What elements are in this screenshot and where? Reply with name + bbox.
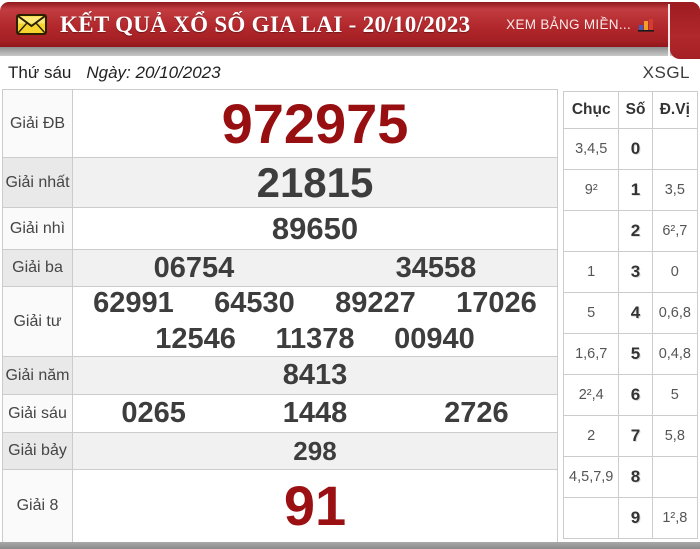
prize-label: Giải bảy bbox=[2, 432, 73, 470]
prize-label: Giải ĐB bbox=[2, 89, 73, 158]
digit-cell-chuc bbox=[562, 210, 620, 252]
digit-cell-so: 6 bbox=[618, 374, 653, 416]
prize-label: Giải nhì bbox=[2, 207, 73, 250]
digit-row: 5 4 0,6,8 bbox=[562, 292, 699, 334]
page-title: KẾT QUẢ XỔ SỐ GIA LAI - 20/10/2023 bbox=[60, 11, 471, 37]
digit-cell-chuc bbox=[562, 497, 620, 539]
station-code: XSGL bbox=[642, 62, 690, 82]
prize-row-tu: Giải tư 62991 64530 89227 17026 12546 11… bbox=[2, 286, 558, 357]
prize-row-ba: Giải ba 06754 34558 bbox=[2, 249, 558, 287]
digit-cell-dvi bbox=[651, 456, 699, 498]
prize-value: 8413 bbox=[282, 359, 348, 391]
prize-label: Giải tư bbox=[2, 286, 73, 357]
digit-cell-so: 5 bbox=[618, 333, 653, 375]
prize-label: Giải nhất bbox=[2, 157, 73, 208]
digit-header-row: Chục Số Đ.Vị bbox=[562, 91, 699, 129]
digit-cell-dvi bbox=[651, 128, 699, 170]
prize-row-nhi: Giải nhì 89650 bbox=[2, 207, 558, 250]
digit-cell-dvi: 0,6,8 bbox=[651, 292, 699, 334]
digit-cell-dvi: 1²,8 bbox=[651, 497, 699, 539]
header-divider bbox=[668, 4, 670, 58]
weekday-label: Thứ sáu bbox=[8, 62, 72, 82]
digit-cell-so: 0 bbox=[618, 128, 653, 170]
prize-value: 06754 bbox=[153, 251, 235, 284]
digit-row: 2 6²,7 bbox=[562, 210, 699, 252]
prize-row-db: Giải ĐB 972975 bbox=[2, 89, 558, 158]
digit-row: 9² 1 3,5 bbox=[562, 169, 699, 211]
prize-value-special: 91 bbox=[283, 474, 347, 537]
bar-chart-icon bbox=[638, 18, 654, 32]
digit-header-chuc: Chục bbox=[562, 91, 620, 129]
digit-cell-so: 2 bbox=[618, 210, 653, 252]
view-region-link-label: XEM BẢNG MIỀN... bbox=[506, 17, 631, 32]
prize-row-nhat: Giải nhất 21815 bbox=[2, 157, 558, 208]
digit-row: 1,6,7 5 0,4,8 bbox=[562, 333, 699, 375]
digit-cell-so: 8 bbox=[618, 456, 653, 498]
digit-row: 2 7 5,8 bbox=[562, 415, 699, 457]
content-area: Giải ĐB 972975 Giải nhất 21815 Giải nhì … bbox=[0, 89, 700, 543]
digit-cell-chuc: 2 bbox=[562, 415, 620, 457]
prize-value: 89227 bbox=[335, 287, 416, 319]
header-corner-tab bbox=[670, 2, 700, 59]
digit-row: 1 3 0 bbox=[562, 251, 699, 293]
digit-cell-dvi: 3,5 bbox=[651, 169, 699, 211]
prize-value: 89650 bbox=[271, 211, 359, 246]
prize-label: Giải ba bbox=[2, 249, 73, 287]
digit-row: 9 1²,8 bbox=[562, 497, 699, 539]
prize-label: Giải sáu bbox=[2, 394, 73, 433]
digit-cell-so: 1 bbox=[618, 169, 653, 211]
digit-cell-chuc: 1 bbox=[562, 251, 620, 293]
digit-cell-chuc: 5 bbox=[562, 292, 620, 334]
prize-value: 2726 bbox=[444, 397, 509, 429]
prize-value: 17026 bbox=[456, 287, 537, 319]
digit-row: 2²,4 6 5 bbox=[562, 374, 699, 416]
digit-cell-dvi: 0,4,8 bbox=[651, 333, 699, 375]
digit-cell-dvi: 6²,7 bbox=[651, 210, 699, 252]
digit-cell-dvi: 5 bbox=[651, 374, 699, 416]
prize-row-g8: Giải 8 91 bbox=[2, 469, 558, 543]
view-region-link[interactable]: XEM BẢNG MIỀN... bbox=[506, 17, 654, 32]
prize-value: 21815 bbox=[256, 158, 374, 206]
digit-cell-dvi: 5,8 bbox=[651, 415, 699, 457]
prize-value: 64530 bbox=[214, 287, 295, 319]
bottom-shadow-bar bbox=[0, 542, 700, 549]
prize-value: 1448 bbox=[282, 397, 348, 429]
digit-cell-chuc: 4,5,7,9 bbox=[562, 456, 620, 498]
digit-row: 3,4,5 0 bbox=[562, 128, 699, 170]
digit-cell-chuc: 9² bbox=[562, 169, 620, 211]
prize-value: 11378 bbox=[275, 323, 355, 355]
prize-value: 00940 bbox=[394, 323, 475, 355]
prize-label: Giải 8 bbox=[2, 469, 73, 543]
digit-cell-chuc: 1,6,7 bbox=[562, 333, 620, 375]
digit-cell-so: 3 bbox=[618, 251, 653, 293]
prize-value: 12546 bbox=[155, 323, 236, 355]
prize-value-special: 972975 bbox=[221, 91, 409, 155]
prize-row-bay: Giải bảy 298 bbox=[2, 432, 558, 470]
prize-row-sau: Giải sáu 0265 1448 2726 bbox=[2, 394, 558, 433]
header-bar: KẾT QUẢ XỔ SỐ GIA LAI - 20/10/2023 XEM B… bbox=[0, 2, 700, 47]
digit-cell-chuc: 3,4,5 bbox=[562, 128, 620, 170]
digit-cell-so: 7 bbox=[618, 415, 653, 457]
digit-header-so: Số bbox=[618, 91, 653, 129]
date-row: Thứ sáu Ngày: 20/10/2023 XSGL bbox=[0, 56, 700, 89]
digit-cell-so: 9 bbox=[618, 497, 653, 539]
date-label: Ngày: 20/10/2023 bbox=[86, 62, 221, 82]
prize-row-nam: Giải năm 8413 bbox=[2, 356, 558, 395]
digit-row: 4,5,7,9 8 bbox=[562, 456, 699, 498]
prize-table: Giải ĐB 972975 Giải nhất 21815 Giải nhì … bbox=[2, 89, 558, 543]
prize-value: 0265 bbox=[121, 397, 186, 429]
prize-label: Giải năm bbox=[2, 356, 73, 395]
digit-cell-dvi: 0 bbox=[651, 251, 699, 293]
gray-strip bbox=[0, 47, 700, 56]
prize-value: 34558 bbox=[395, 251, 477, 284]
digit-cell-so: 4 bbox=[618, 292, 653, 334]
digit-summary-table: Chục Số Đ.Vị 3,4,5 0 9² 1 3,5 2 6²,7 1 bbox=[562, 91, 699, 539]
digit-header-dvi: Đ.Vị bbox=[651, 91, 699, 129]
prize-value: 298 bbox=[293, 435, 337, 466]
envelope-icon bbox=[16, 14, 47, 35]
digit-cell-chuc: 2²,4 bbox=[562, 374, 620, 416]
prize-value: 62991 bbox=[93, 287, 174, 319]
